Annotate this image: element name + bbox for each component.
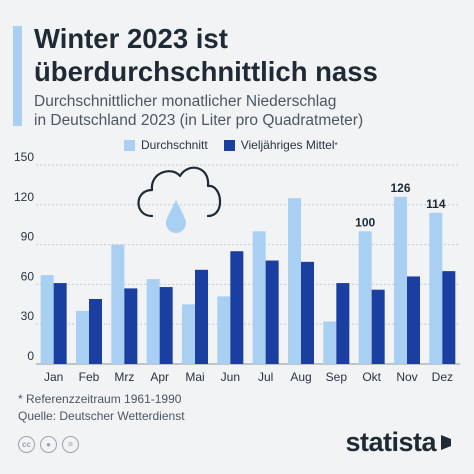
- bar-mai-series1: [182, 304, 195, 364]
- data-label: 126: [390, 181, 410, 195]
- bar-jun-series2: [230, 251, 244, 364]
- legend-swatch-mittel: [223, 139, 235, 151]
- grid-lines: [36, 164, 460, 365]
- bar-apr-series2: [159, 287, 173, 364]
- y-tick-label: 30: [21, 309, 35, 323]
- x-tick-label: Dez: [432, 370, 453, 384]
- legend: Durchschnitt Vieljähriges Mittel *: [124, 137, 354, 153]
- bar-sep-series2: [336, 283, 350, 364]
- bar-nov-series1: [394, 196, 407, 364]
- chart-subtitle: Durchschnittlicher monatlicher Niedersch…: [34, 92, 464, 130]
- x-tick-label: Sep: [326, 370, 348, 384]
- x-tick-label: Jun: [221, 370, 240, 384]
- data-label: 114: [426, 197, 446, 211]
- bar-dez-series2: [442, 271, 456, 364]
- cloud-rain-icon: [137, 166, 222, 233]
- subtitle-line-1: Durchschnittlicher monatlicher Niedersch…: [34, 93, 337, 110]
- bar-sep-series1: [323, 321, 337, 364]
- bar-aug-series2: [301, 261, 314, 364]
- bar-dez-series1: [429, 212, 443, 364]
- bar-jul-series2: [265, 260, 279, 364]
- bar-jun-series1: [217, 296, 231, 364]
- footnote-reference: * Referenzzeitraum 1961-1990: [18, 392, 182, 406]
- x-tick-label: Nov: [396, 370, 417, 384]
- legend-item-durchschnitt: Durchschnitt: [124, 138, 208, 152]
- by-icon: ●: [40, 436, 57, 453]
- y-tick-label: 90: [21, 230, 35, 244]
- y-axis-ticks: 0 30 60 90 120 150: [14, 150, 34, 363]
- legend-footnote-mark: *: [334, 140, 338, 150]
- x-tick-label: Mrz: [114, 370, 134, 384]
- cc-icon: cc: [18, 436, 35, 453]
- bar-feb-series2: [89, 298, 102, 364]
- x-tick-label: Jul: [258, 370, 273, 384]
- bars: [40, 196, 456, 364]
- bar-jul-series1: [252, 231, 266, 364]
- subtitle-line-2: in Deutschland 2023 (in Liter pro Quadra…: [34, 112, 364, 129]
- bar-jan-series2: [53, 283, 67, 364]
- x-axis-ticks: Jan Feb Mrz Apr Mai Jun Jul Aug Sep Okt Nov Dez: [44, 370, 453, 384]
- y-tick-label: 120: [14, 190, 34, 204]
- x-tick-label: Aug: [290, 370, 311, 384]
- title-line-2: überdurchschnittlich nass: [34, 56, 378, 87]
- bar-nov-series2: [407, 276, 420, 364]
- x-tick-label: Mai: [185, 370, 204, 384]
- bar-okt-series2: [371, 289, 385, 364]
- legend-label-mittel: Vieljähriges Mittel: [240, 138, 335, 152]
- bar-mai-series2: [195, 269, 208, 364]
- bar-mrz-series1: [111, 244, 125, 364]
- x-tick-label: Feb: [79, 370, 100, 384]
- bar-feb-series1: [76, 310, 89, 364]
- legend-item-mittel: Vieljähriges Mittel *: [223, 138, 338, 152]
- y-tick-label: 60: [21, 269, 35, 283]
- equal-icon: =: [62, 436, 79, 453]
- y-tick-label: 0: [27, 349, 34, 363]
- bar-jan-series1: [40, 275, 54, 364]
- brand-name: statista: [345, 427, 436, 457]
- statista-logo: statista: [345, 427, 452, 458]
- data-labels: 100 126 114: [355, 181, 446, 229]
- bar-apr-series1: [146, 279, 160, 364]
- bar-okt-series1: [358, 231, 372, 364]
- footnote-source: Quelle: Deutscher Wetterdienst: [18, 409, 185, 423]
- accent-bar: [13, 26, 22, 126]
- y-tick-label: 150: [14, 150, 34, 164]
- legend-swatch-durchschnitt: [124, 139, 135, 151]
- bar-mrz-series2: [124, 288, 138, 364]
- data-label: 100: [355, 215, 375, 229]
- legend-label-durchschnitt: Durchschnitt: [141, 138, 208, 152]
- logo-flag-icon: [441, 435, 451, 450]
- license-icons: cc ● =: [18, 436, 79, 453]
- x-tick-label: Jan: [44, 370, 63, 384]
- footnote: * Referenzzeitraum 1961-1990 Quelle: Deu…: [18, 391, 185, 425]
- title-line-1: Winter 2023 ist: [34, 23, 228, 54]
- x-tick-label: Apr: [150, 370, 169, 384]
- bar-aug-series1: [288, 198, 301, 364]
- x-tick-label: Okt: [362, 370, 381, 384]
- chart-title: Winter 2023 ist überdurchschnittlich nas…: [34, 22, 464, 88]
